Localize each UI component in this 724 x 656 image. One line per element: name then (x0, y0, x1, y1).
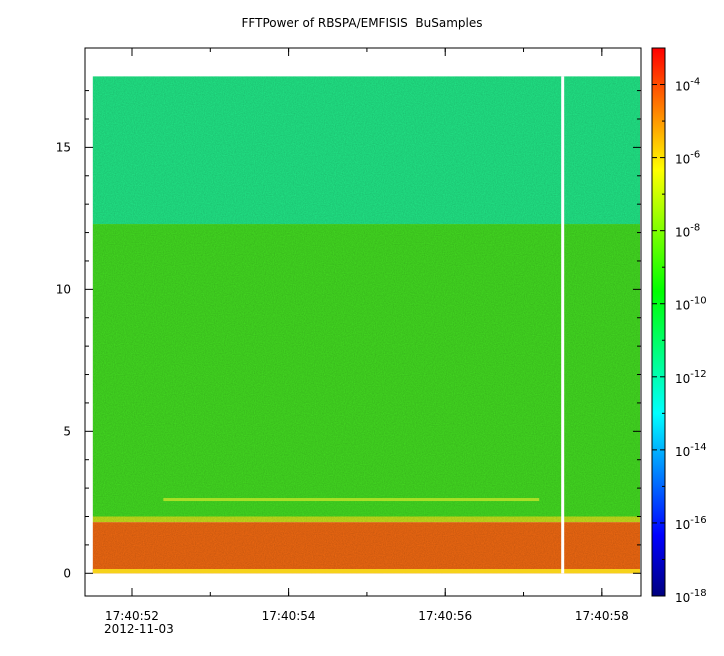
colorbar-tick-exponent: -6 (690, 150, 700, 161)
colorbar-tick-label: 10-10 (675, 296, 707, 313)
colorbar-tick-base: 10 (675, 226, 690, 240)
y-tick-label: 10 (56, 282, 71, 296)
colorbar-tick-base: 10 (675, 299, 690, 313)
band-texture-2 (92, 516, 640, 523)
plot-area (85, 48, 641, 596)
spectrogram-bands (92, 76, 640, 574)
band-texture-3 (92, 522, 640, 574)
colorbar-tick-base: 10 (675, 80, 690, 94)
colorbar-tick-base: 10 (675, 372, 690, 386)
colorbar-tick-exponent: -12 (690, 369, 706, 380)
colorbar-tick-base: 10 (675, 591, 690, 605)
colorbar-tick-exponent: -8 (690, 223, 700, 234)
colorbar-frame (651, 47, 666, 597)
colorbar-tick-exponent: -10 (690, 296, 706, 307)
band-bottom-edge (92, 569, 640, 574)
colorbar-tick-exponent: -18 (690, 588, 706, 599)
colorbar-tick-label: 10-8 (675, 223, 700, 240)
colorbar-tick-base: 10 (675, 153, 690, 167)
x-tick-label: 17:40:52 (105, 609, 159, 623)
x-tick-label: 17:40:54 (262, 609, 316, 623)
colorbar-tick-base: 10 (675, 518, 690, 532)
colorbar-tick-exponent: -16 (690, 515, 706, 526)
y-tick-label: 0 (63, 566, 71, 580)
x-tick-label: 17:40:56 (418, 609, 472, 623)
colorbar-tick-label: 10-14 (675, 442, 707, 459)
colorbar-tick-base: 10 (675, 445, 690, 459)
y-tick-label: 15 (56, 140, 71, 154)
chart-title: FFTPower of RBSPA/EMFISIS BuSamples (241, 16, 483, 30)
colorbar-tick-label: 10-18 (675, 588, 707, 605)
colorbar-fill (652, 48, 665, 596)
y-tick-label: 5 (63, 424, 71, 438)
band-texture-1 (92, 224, 640, 517)
x-tick-label: 17:40:58 (575, 609, 629, 623)
plot-frame (84, 47, 642, 597)
colorbar-tick-exponent: -14 (690, 442, 706, 453)
colorbar-tick-label: 10-12 (675, 369, 707, 386)
data-gap (561, 76, 565, 574)
colorbar-tick-label: 10-6 (675, 150, 700, 167)
x-tick-sublabel: 2012-11-03 (104, 622, 174, 636)
band-streak (163, 498, 540, 502)
colorbar-tick-exponent: -4 (690, 77, 700, 88)
colorbar-tick-label: 10-4 (675, 77, 700, 94)
colorbar-tick-label: 10-16 (675, 515, 707, 532)
band-texture-0 (92, 76, 640, 225)
